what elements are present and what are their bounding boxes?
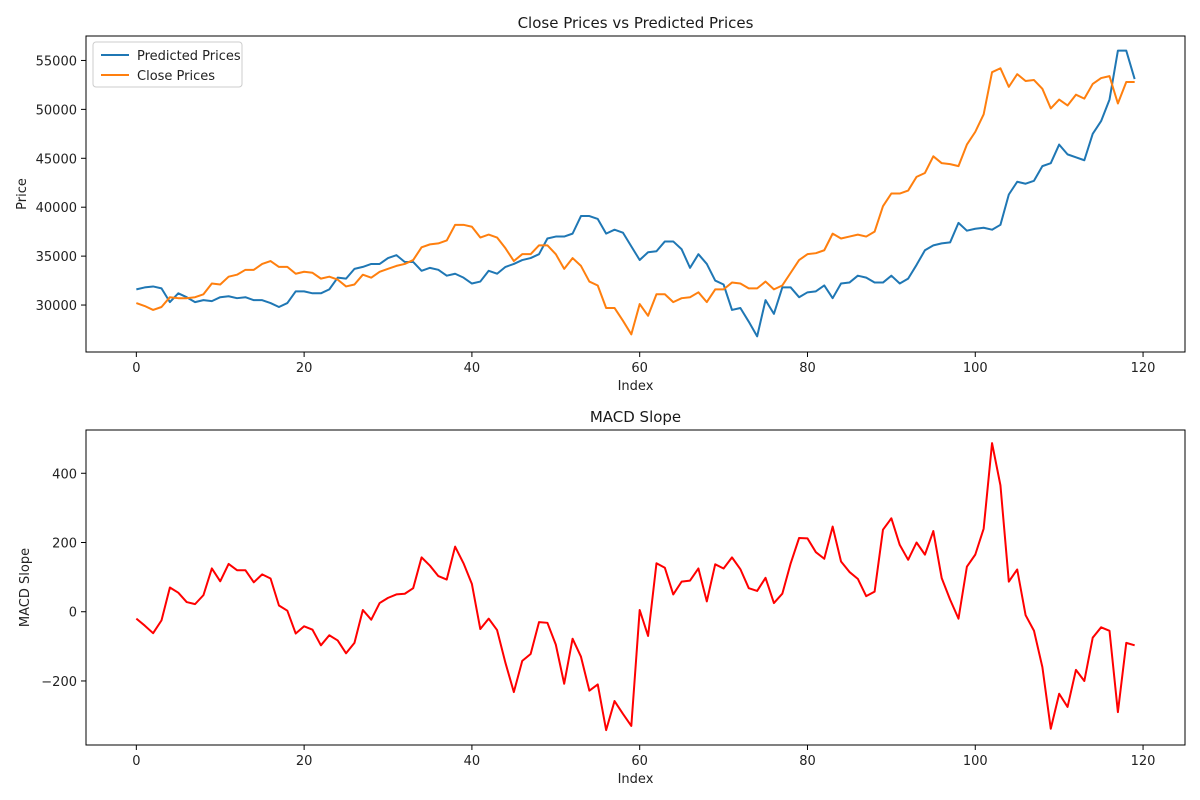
x-tick-label: 0 bbox=[132, 754, 140, 769]
x-tick-label: 80 bbox=[799, 361, 816, 376]
y-tick-label: −200 bbox=[41, 675, 77, 690]
series-line-predicted-prices bbox=[136, 49, 1136, 338]
x-tick-label: 20 bbox=[296, 361, 313, 376]
chart-panel-2: MACD Slope 0 20 40 60 80 100 120 −200 0 200 400 Inde… bbox=[18, 408, 1186, 787]
y-tick-label: 30000 bbox=[36, 299, 77, 314]
y-tick-label: 400 bbox=[52, 467, 77, 482]
x-tick-label: 120 bbox=[1131, 754, 1156, 769]
y-axis-label: Price bbox=[15, 178, 30, 210]
chart-title: MACD Slope bbox=[590, 408, 681, 426]
chart-title: Close Prices vs Predicted Prices bbox=[518, 14, 754, 32]
y-tick-label: 40000 bbox=[36, 201, 77, 216]
x-tick-label: 40 bbox=[464, 754, 481, 769]
y-tick-label: 55000 bbox=[36, 54, 77, 69]
x-axis-label: Index bbox=[618, 772, 654, 787]
y-tick-label: 200 bbox=[52, 537, 77, 552]
x-tick-label: 100 bbox=[963, 754, 988, 769]
x-tick-label: 0 bbox=[132, 361, 140, 376]
legend: Predicted Prices Close Prices bbox=[92, 41, 243, 88]
x-axis-label: Index bbox=[618, 379, 654, 394]
x-tick-label: 120 bbox=[1131, 361, 1156, 376]
x-tick-label: 60 bbox=[631, 361, 648, 376]
plot-frame bbox=[85, 429, 1186, 746]
legend-box bbox=[92, 41, 243, 88]
x-tick-label: 100 bbox=[963, 361, 988, 376]
x-tick-label: 40 bbox=[464, 361, 481, 376]
legend-entry-label: Predicted Prices bbox=[137, 49, 241, 64]
legend-entry-label: Close Prices bbox=[137, 69, 215, 84]
plot-frame bbox=[85, 35, 1186, 353]
series-line-close-prices bbox=[136, 67, 1135, 336]
x-tick-label: 80 bbox=[799, 754, 816, 769]
y-axis-label: MACD Slope bbox=[18, 548, 33, 627]
x-tick-label: 60 bbox=[631, 754, 648, 769]
y-tick-label: 35000 bbox=[36, 250, 77, 265]
y-tick-label: 45000 bbox=[36, 152, 77, 167]
series-line-1 bbox=[135, 442, 1135, 732]
y-tick-label: 50000 bbox=[36, 103, 77, 118]
y-tick-label: 0 bbox=[69, 606, 77, 621]
chart-panel-1: Close Prices vs Predicted Prices 0 20 40 60 8… bbox=[15, 14, 1186, 394]
x-tick-label: 20 bbox=[296, 754, 313, 769]
